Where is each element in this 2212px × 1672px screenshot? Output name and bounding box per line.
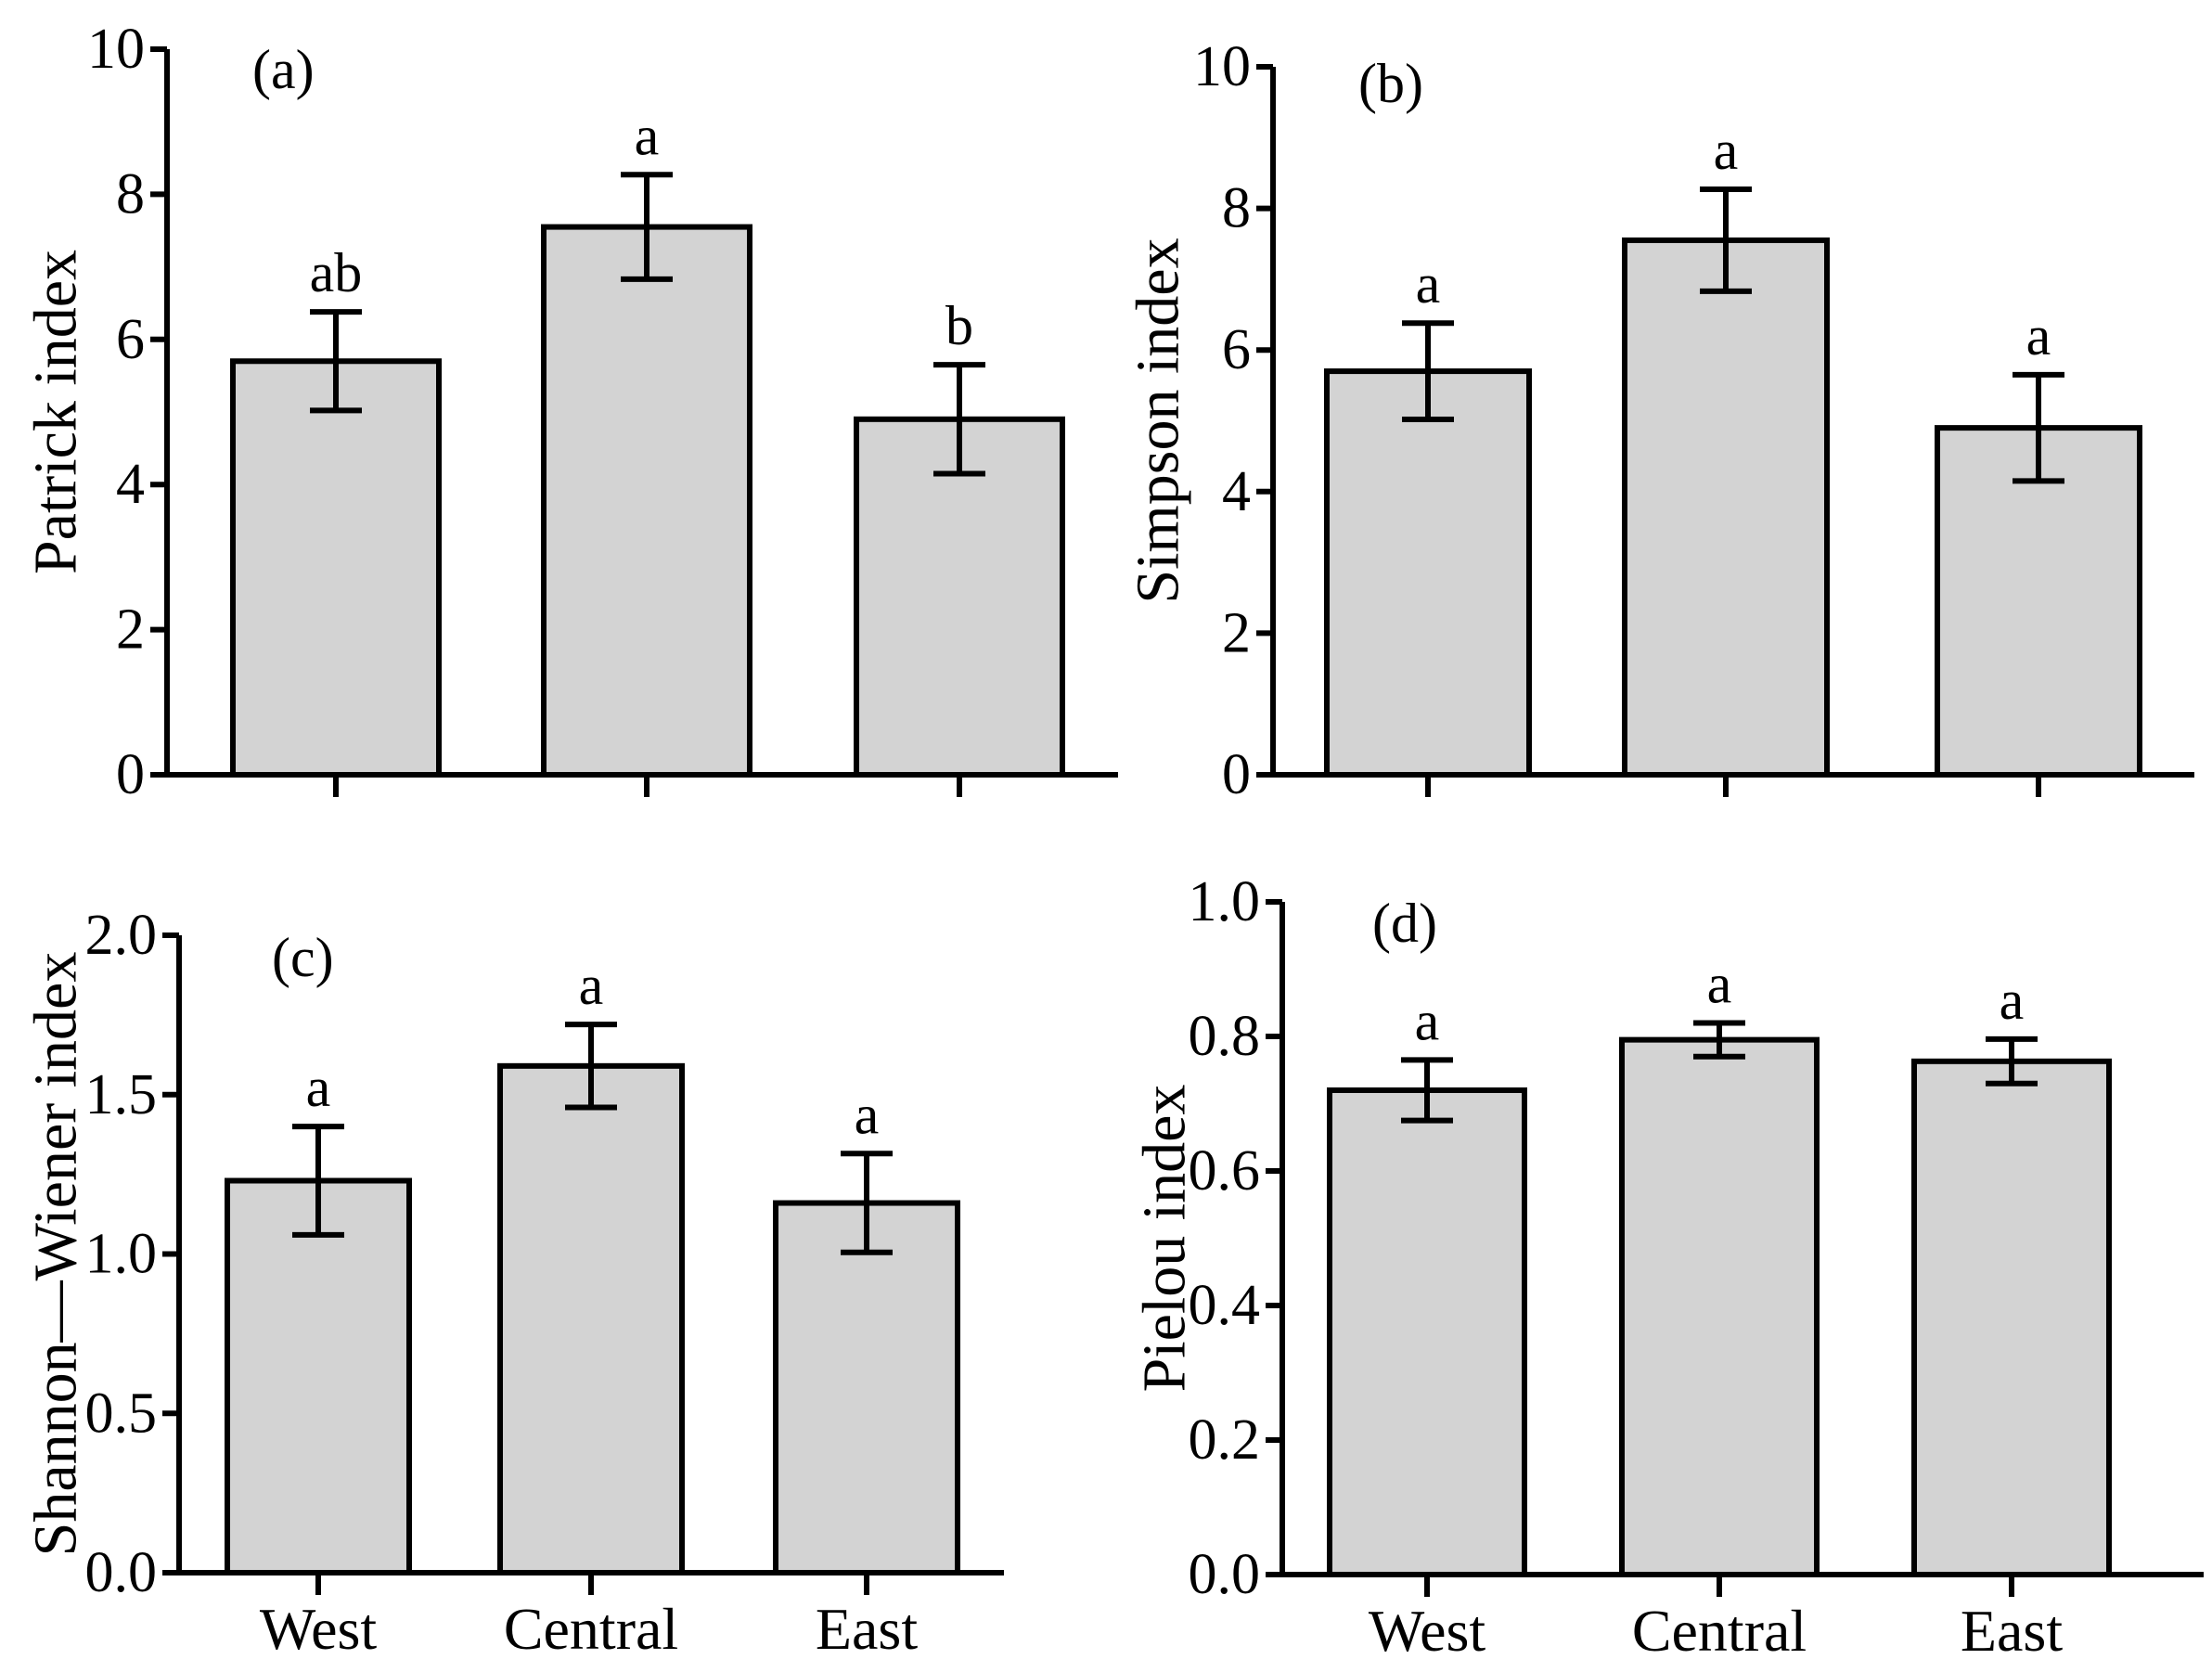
- y-tick-label: 0.4: [1189, 1274, 1261, 1337]
- significance-label: ab: [310, 242, 363, 303]
- panel-label: (c): [272, 927, 334, 988]
- y-tick-label: 4: [116, 453, 145, 516]
- y-tick-label: 1.0: [85, 1223, 158, 1286]
- bar-east: [1911, 1058, 2112, 1577]
- y-tick-label: 10: [1193, 35, 1251, 98]
- y-tick-label: 0.5: [85, 1382, 158, 1445]
- error-bar-west: [292, 1124, 344, 1238]
- y-tick-label: 0: [1222, 743, 1251, 806]
- y-tick-label: 0.6: [1189, 1139, 1261, 1203]
- y-tick-label: 10: [87, 18, 145, 81]
- bar-central: [497, 1062, 685, 1576]
- y-tick-label: 8: [1222, 177, 1251, 240]
- y-axis-label: Pielou index: [1131, 1085, 1199, 1393]
- y-axis-label: Patrick index: [22, 250, 90, 574]
- significance-label: a: [2000, 970, 2025, 1031]
- error-bar-west: [1401, 1057, 1453, 1124]
- significance-label: a: [2026, 305, 2051, 367]
- panel-d: a a a 0.0 0.2 0.4 0.6 0.8 1.0 West Central East Piel…: [1131, 870, 2204, 1664]
- y-tick-label: 6: [1222, 318, 1251, 381]
- x-tick-label: West: [260, 1596, 378, 1662]
- error-bar-central: [1700, 186, 1752, 294]
- y-tick-label: 0.8: [1189, 1005, 1261, 1068]
- error-bar-west: [310, 309, 362, 414]
- significance-label: a: [579, 955, 604, 1016]
- y-axis-label: Simpson index: [1125, 238, 1192, 603]
- y-tick-label: 0: [116, 743, 145, 806]
- panel-c: a a a 0.0 0.5 1.0 1.5 2.0 West Central East Shannon…: [22, 904, 1004, 1662]
- significance-label: a: [635, 105, 660, 166]
- error-bar-west: [1402, 320, 1454, 422]
- y-tick-label: 1.5: [85, 1063, 158, 1126]
- y-tick-label: 8: [116, 162, 145, 225]
- significance-label: a: [1707, 954, 1732, 1015]
- y-tick-label: 2.0: [85, 904, 158, 967]
- y-tick-label: 1.0: [1189, 870, 1261, 933]
- significance-label: a: [855, 1084, 880, 1145]
- y-tick-label: 4: [1222, 460, 1251, 523]
- x-tick-label: Central: [504, 1596, 678, 1662]
- bar-central: [1622, 237, 1830, 778]
- error-bar-east: [841, 1151, 893, 1255]
- bar-central: [1619, 1036, 1820, 1577]
- panel-label: (d): [1372, 893, 1437, 954]
- bar-east: [773, 1200, 960, 1576]
- significance-label: a: [1416, 253, 1441, 315]
- significance-label: a: [306, 1057, 331, 1118]
- y-tick-label: 2: [1222, 601, 1251, 664]
- bar-east: [1935, 425, 2142, 778]
- x-tick-label: West: [1369, 1598, 1486, 1664]
- bar-west: [1324, 368, 1532, 778]
- error-bar-central: [1693, 1020, 1745, 1060]
- y-tick-label: 6: [116, 308, 145, 371]
- bar-west: [230, 358, 442, 778]
- panel-label: (b): [1358, 53, 1423, 114]
- error-bar-east: [933, 362, 985, 477]
- bar-west: [225, 1177, 412, 1576]
- significance-label: a: [1415, 990, 1440, 1051]
- panel-b: a a a 0 2 4 6 8 10 Simpson index (b): [1125, 35, 2194, 806]
- significance-label: a: [1714, 120, 1739, 181]
- x-tick-label: Central: [1632, 1598, 1807, 1664]
- x-tick-label: East: [1961, 1598, 2063, 1664]
- bar-central: [541, 224, 752, 778]
- y-axis-label: Shannon—Wiener index: [22, 952, 90, 1557]
- y-tick-label: 2: [116, 598, 145, 662]
- significance-label: b: [945, 295, 973, 356]
- error-bar-central: [621, 172, 673, 282]
- y-tick-label: 0.0: [85, 1541, 158, 1604]
- error-bar-east: [2013, 371, 2064, 484]
- y-tick-label: 0.0: [1189, 1543, 1261, 1606]
- panel-label: (a): [252, 39, 315, 100]
- x-tick-label: East: [816, 1596, 918, 1662]
- error-bar-central: [565, 1022, 617, 1111]
- y-tick-label: 0.2: [1189, 1408, 1261, 1472]
- bar-west: [1327, 1087, 1527, 1577]
- error-bar-east: [1986, 1035, 2038, 1087]
